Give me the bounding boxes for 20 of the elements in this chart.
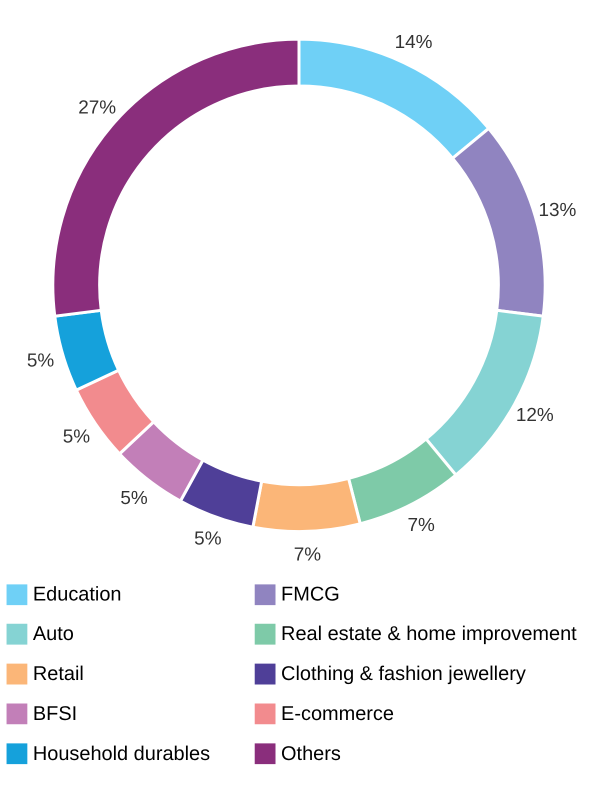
legend-label: Clothing & fashion jewellery: [281, 663, 526, 686]
data-label: 5%: [62, 426, 90, 448]
data-label: 14%: [394, 32, 433, 53]
data-label: 12%: [516, 404, 554, 426]
legend-label: FMCG: [281, 584, 340, 606]
data-label: 7%: [294, 544, 322, 566]
legend-label: Auto: [32, 623, 74, 646]
legend-label: Others: [281, 742, 341, 765]
data-label: 7%: [407, 515, 436, 536]
data-label: 27%: [78, 97, 116, 118]
legend-label: BFSI: [32, 702, 78, 725]
data-label: 5%: [194, 528, 222, 550]
legend-label: Retail: [32, 663, 84, 686]
data-label: 5%: [120, 488, 148, 509]
data-label: 13%: [538, 200, 577, 222]
data-label: 5%: [26, 350, 54, 372]
legend-label: Household durables: [32, 742, 210, 765]
legend-label: Real estate & home improvement: [281, 623, 578, 646]
legend-label: E-commerce: [281, 702, 394, 725]
legend-label: Education: [32, 584, 122, 606]
